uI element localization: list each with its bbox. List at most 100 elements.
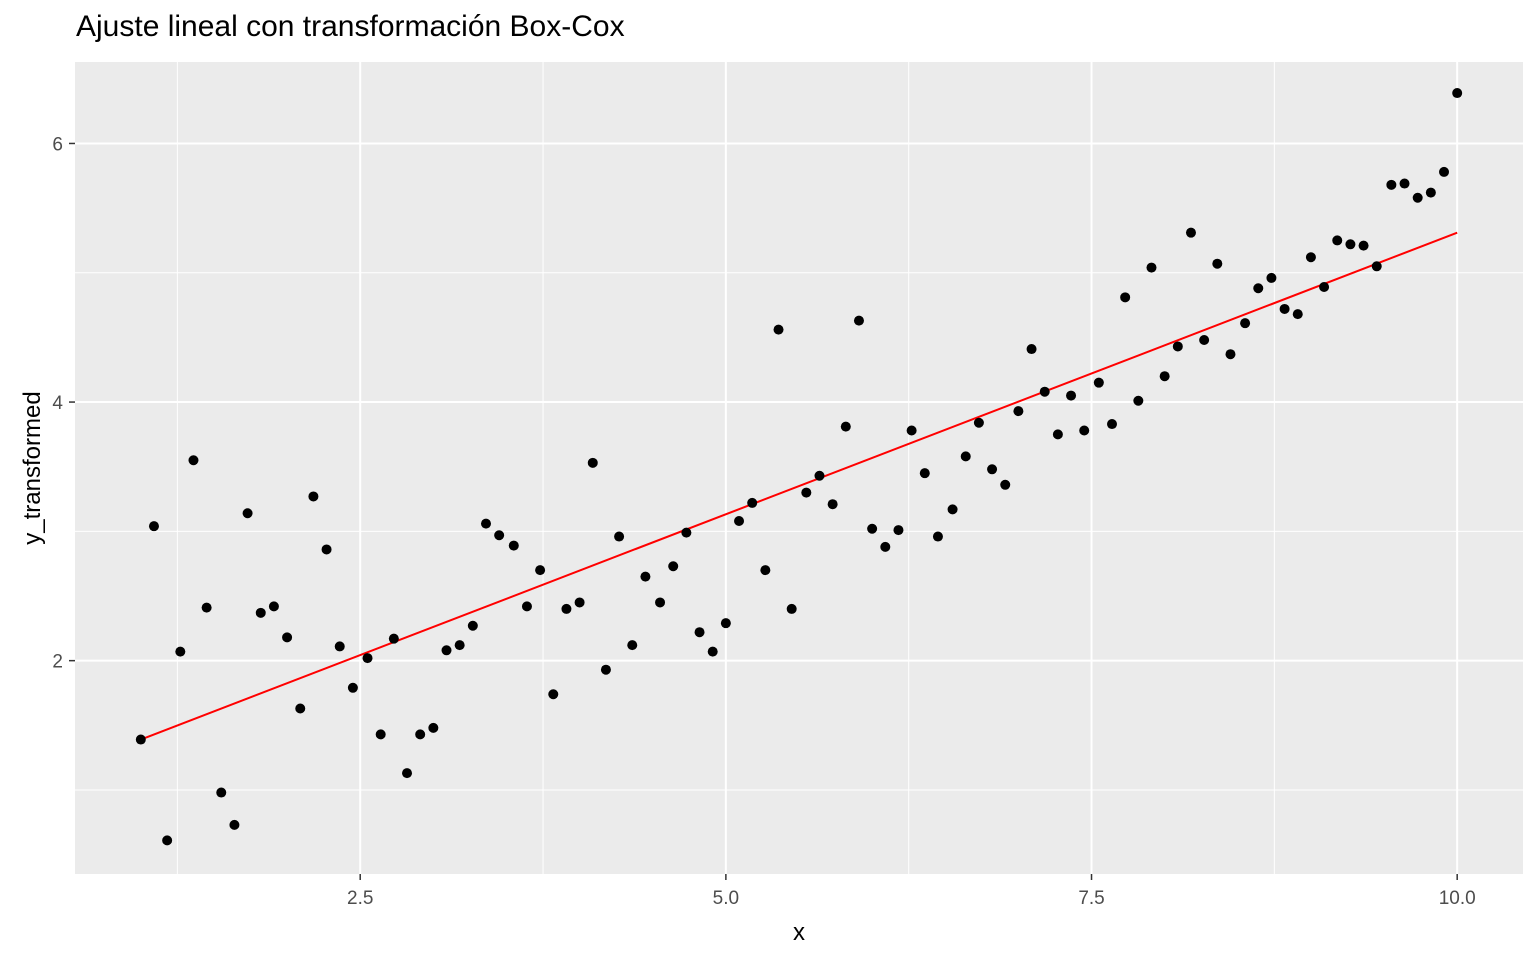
data-point xyxy=(1386,179,1397,190)
data-point xyxy=(786,603,797,614)
data-point xyxy=(1292,309,1303,320)
data-point xyxy=(1319,281,1330,292)
data-point xyxy=(814,470,825,481)
data-point xyxy=(1212,258,1223,269)
data-point xyxy=(1412,192,1423,203)
data-point xyxy=(1439,166,1450,177)
data-point xyxy=(960,451,971,462)
data-point xyxy=(1185,227,1196,238)
data-point xyxy=(1305,252,1316,263)
fit-line xyxy=(140,231,1458,741)
data-point xyxy=(535,565,546,576)
data-point xyxy=(919,468,930,479)
data-point xyxy=(548,689,559,700)
data-point xyxy=(853,315,864,326)
data-point xyxy=(614,531,625,542)
data-point xyxy=(987,464,998,475)
data-point xyxy=(441,645,452,656)
data-point xyxy=(1266,272,1277,283)
data-point xyxy=(1026,344,1037,355)
plot-panel xyxy=(75,62,1523,874)
x-tick-label: 7.5 xyxy=(1078,888,1104,909)
data-point xyxy=(201,602,212,613)
data-point xyxy=(561,603,572,614)
major-gridlines xyxy=(75,62,1523,874)
data-point xyxy=(655,597,666,608)
data-point xyxy=(480,518,491,529)
data-point xyxy=(188,455,199,466)
data-point xyxy=(880,541,891,552)
data-point xyxy=(1093,377,1104,388)
data-point xyxy=(255,607,266,618)
data-point xyxy=(627,640,638,651)
data-point xyxy=(454,640,465,651)
data-point xyxy=(428,722,439,733)
x-axis: 2.5 5.0 7.5 10.0 xyxy=(347,874,1476,909)
data-point xyxy=(467,620,478,631)
x-tick-label: 10.0 xyxy=(1439,888,1476,909)
x-tick-label: 5.0 xyxy=(713,888,739,909)
data-point xyxy=(1066,390,1077,401)
data-point xyxy=(694,627,705,638)
data-point xyxy=(1399,178,1410,189)
data-point xyxy=(1013,406,1024,417)
data-point xyxy=(707,646,718,657)
data-point xyxy=(734,516,745,527)
data-point xyxy=(1332,235,1343,246)
data-point xyxy=(773,324,784,335)
data-point xyxy=(600,664,611,675)
data-point xyxy=(508,540,519,551)
data-point xyxy=(827,499,838,510)
fit-line-layer xyxy=(140,231,1458,741)
data-point xyxy=(1039,386,1050,397)
x-axis-title: x xyxy=(793,919,805,946)
data-point xyxy=(1345,239,1356,250)
data-point xyxy=(521,601,532,612)
data-point xyxy=(1146,262,1157,273)
data-point xyxy=(1240,318,1251,329)
data-point xyxy=(362,653,373,664)
data-point xyxy=(1253,283,1264,294)
data-point xyxy=(1225,349,1236,360)
data-point xyxy=(720,618,731,629)
y-tick-label: 6 xyxy=(52,134,63,155)
x-tick-label: 2.5 xyxy=(347,888,373,909)
data-point xyxy=(1107,419,1118,430)
data-point xyxy=(947,504,958,515)
data-point xyxy=(268,601,279,612)
data-point xyxy=(402,768,413,779)
data-points xyxy=(135,88,1463,846)
data-point xyxy=(1159,371,1170,382)
data-point xyxy=(1452,88,1463,99)
data-point xyxy=(1079,425,1090,436)
data-point xyxy=(162,835,173,846)
chart-title: Ajuste lineal con transformación Box-Cox xyxy=(76,10,625,43)
minor-gridlines xyxy=(75,62,1523,874)
data-point xyxy=(347,682,358,693)
data-point xyxy=(375,729,386,740)
data-point xyxy=(148,521,159,532)
y-tick-label: 4 xyxy=(52,393,63,414)
data-point xyxy=(1371,261,1382,272)
data-point xyxy=(681,527,692,538)
data-point xyxy=(906,425,917,436)
data-point xyxy=(801,487,812,498)
data-point xyxy=(175,646,186,657)
data-point xyxy=(1120,292,1131,303)
data-point xyxy=(282,632,293,643)
data-point xyxy=(840,421,851,432)
data-point xyxy=(295,703,306,714)
data-point xyxy=(415,729,426,740)
data-point xyxy=(388,633,399,644)
data-point xyxy=(1052,429,1063,440)
data-point xyxy=(1000,479,1011,490)
data-point xyxy=(216,787,227,798)
data-point xyxy=(1425,187,1436,198)
y-axis: 2 4 6 xyxy=(52,134,75,673)
data-point xyxy=(893,525,904,536)
y-tick-label: 2 xyxy=(52,652,63,673)
data-point xyxy=(574,597,585,608)
data-point xyxy=(668,561,679,572)
data-point xyxy=(494,530,505,541)
